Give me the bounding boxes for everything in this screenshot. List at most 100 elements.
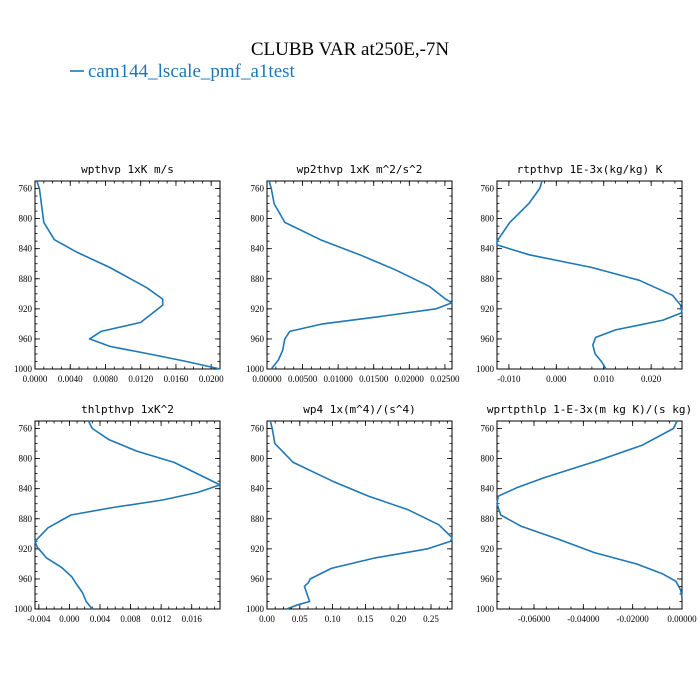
panel: thlpthvp 1xK^2 760 800 840 880 920 960 1000-0.0… [14, 403, 221, 624]
y-tick-label: 760 [19, 184, 33, 194]
y-tick-label: 840 [481, 484, 495, 494]
legend-label: cam144_lscale_pmf_a1test [88, 61, 296, 82]
y-tick-label: 960 [251, 574, 265, 584]
plot-frame [34, 180, 221, 370]
x-tick-label: 0.0080 [93, 374, 118, 384]
y-tick-label: 920 [19, 304, 33, 314]
x-tick-label: 0.020 [641, 374, 662, 384]
y-tick-label: 920 [19, 544, 33, 554]
panels: wpthvp 1xK m/s76080084088092096010000.00… [14, 163, 697, 624]
y-tick-label: 920 [251, 304, 265, 314]
x-tick-label: 0.02000 [395, 374, 425, 384]
x-tick-label: 0.0000 [23, 374, 48, 384]
y-tick-label: 1000 [14, 604, 33, 614]
x-tick-label: 0.004 [90, 614, 111, 624]
x-tick-label: 0.20 [390, 614, 406, 624]
series-line [36, 180, 221, 370]
y-tick-label: 960 [19, 574, 33, 584]
x-tick-label: -0.010 [497, 374, 521, 384]
panel-title: thlpthvp 1xK^2 [81, 403, 174, 416]
y-tick-label: 880 [251, 274, 265, 284]
plot-frame [266, 420, 453, 610]
x-tick-label: 0.25 [423, 614, 439, 624]
x-tick-label: -0.004 [27, 614, 51, 624]
y-tick-label: 840 [481, 244, 495, 254]
y-tick-label: 760 [251, 184, 265, 194]
y-tick-label: 800 [19, 214, 33, 224]
y-tick-label: 880 [481, 514, 495, 524]
x-tick-label: 0.008 [120, 614, 141, 624]
plot-frame [266, 180, 453, 370]
y-tick-label: 920 [481, 544, 495, 554]
y-tick-label: 760 [19, 424, 33, 434]
x-tick-label: 0.01000 [324, 374, 354, 384]
panel-title: rtpthvp 1E-3x(kg/kg) K [517, 163, 663, 176]
panel: wp4 1x(m^4)/(s^4)76080084088092096010000… [246, 403, 453, 624]
y-tick-label: 840 [251, 244, 265, 254]
y-tick-label: 920 [251, 544, 265, 554]
y-tick-label: 800 [19, 454, 33, 464]
panel-title: wpthvp 1xK m/s [81, 163, 174, 176]
panel: wpthvp 1xK m/s76080084088092096010000.00… [14, 163, 224, 384]
y-tick-label: 880 [251, 514, 265, 524]
y-tick-label: 920 [481, 304, 495, 314]
y-tick-label: 880 [481, 274, 495, 284]
y-tick-label: 1000 [476, 364, 495, 374]
y-tick-label: 800 [481, 214, 495, 224]
x-tick-label: 0.016 [182, 614, 203, 624]
series-line [34, 420, 221, 610]
x-tick-label: 0.0040 [58, 374, 83, 384]
x-tick-label: 0.00000 [667, 614, 697, 624]
x-tick-label: 0.02500 [430, 374, 460, 384]
panel: wp2thvp 1xK m^2/s^2 760 800 840 880 920 960 100… [246, 163, 460, 384]
y-tick-label: 1000 [246, 364, 265, 374]
y-tick-label: 1000 [246, 604, 265, 614]
x-tick-label: 0.012 [151, 614, 171, 624]
y-tick-label: 880 [19, 274, 33, 284]
panel-title: wprtpthlp 1-E-3x(m kg K)/(s kg) [487, 403, 692, 416]
y-tick-label: 840 [19, 244, 33, 254]
y-tick-label: 960 [19, 334, 33, 344]
figure-title: CLUBB VAR at250E,-7N [251, 39, 450, 60]
y-tick-label: 760 [251, 424, 265, 434]
x-tick-label: -0.02000 [617, 614, 650, 624]
x-tick-label: 0.15 [358, 614, 374, 624]
y-tick-label: 800 [481, 454, 495, 464]
panel-title: wp4 1x(m^4)/(s^4) [303, 403, 416, 416]
y-tick-label: 960 [251, 334, 265, 344]
panel: wprtpthlp 1-E-3x(m kg K)/(s kg) 760 800 840… [476, 403, 697, 624]
x-tick-label: 0.000 [59, 614, 80, 624]
y-tick-label: 760 [481, 184, 495, 194]
plot-frame [496, 420, 683, 610]
y-tick-label: 760 [481, 424, 495, 434]
x-tick-label: 0.0160 [164, 374, 189, 384]
x-tick-label: -0.06000 [518, 614, 551, 624]
y-tick-label: 800 [251, 214, 265, 224]
x-tick-label: 0.00500 [288, 374, 318, 384]
x-tick-label: -0.04000 [567, 614, 600, 624]
x-tick-label: 0.000 [546, 374, 567, 384]
x-tick-label: 0.00 [259, 614, 275, 624]
y-tick-label: 1000 [14, 364, 33, 374]
series-line [268, 180, 453, 370]
x-tick-label: 0.10 [325, 614, 341, 624]
y-tick-label: 880 [19, 514, 33, 524]
plot-frame [34, 420, 221, 610]
x-tick-label: 0.05 [292, 614, 308, 624]
y-tick-label: 960 [481, 334, 495, 344]
series-line [496, 180, 683, 370]
panel: rtpthvp 1E-3x(kg/kg) K 760 800 840 880 920 960… [476, 163, 683, 384]
panel-title: wp2thvp 1xK m^2/s^2 [297, 163, 423, 176]
x-tick-label: 0.0200 [199, 374, 224, 384]
x-tick-label: 0.01500 [359, 374, 389, 384]
series-line [496, 420, 683, 598]
y-tick-label: 840 [251, 484, 265, 494]
series-line [269, 420, 453, 610]
y-tick-label: 800 [251, 454, 265, 464]
y-tick-label: 840 [19, 484, 33, 494]
y-tick-label: 960 [481, 574, 495, 584]
plot-frame [496, 180, 683, 370]
x-tick-label: 0.0120 [128, 374, 153, 384]
x-tick-label: 0.00000 [252, 374, 282, 384]
